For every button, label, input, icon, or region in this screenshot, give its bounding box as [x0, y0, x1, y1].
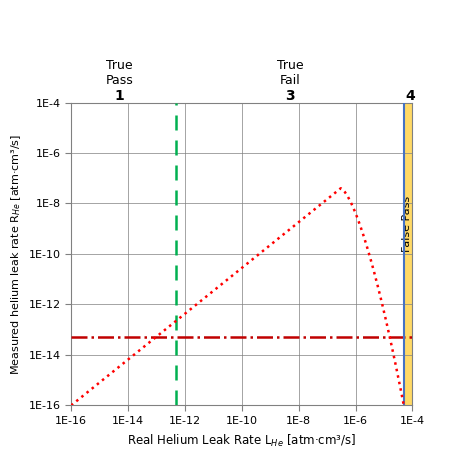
Text: False Pass: False Pass — [402, 196, 412, 252]
Y-axis label: Measured helium leak rate R$_{He}$ [atm·cm³/s]: Measured helium leak rate R$_{He}$ [atm·… — [9, 133, 23, 375]
Text: 4: 4 — [406, 89, 416, 103]
Text: True
Pass: True Pass — [106, 59, 133, 87]
Bar — [404, 103, 412, 405]
Text: 3: 3 — [285, 89, 295, 103]
Text: 1: 1 — [115, 89, 124, 103]
Text: True
Fail: True Fail — [277, 59, 303, 87]
X-axis label: Real Helium Leak Rate L$_{He}$ [atm·cm³/s]: Real Helium Leak Rate L$_{He}$ [atm·cm³/… — [127, 433, 356, 449]
